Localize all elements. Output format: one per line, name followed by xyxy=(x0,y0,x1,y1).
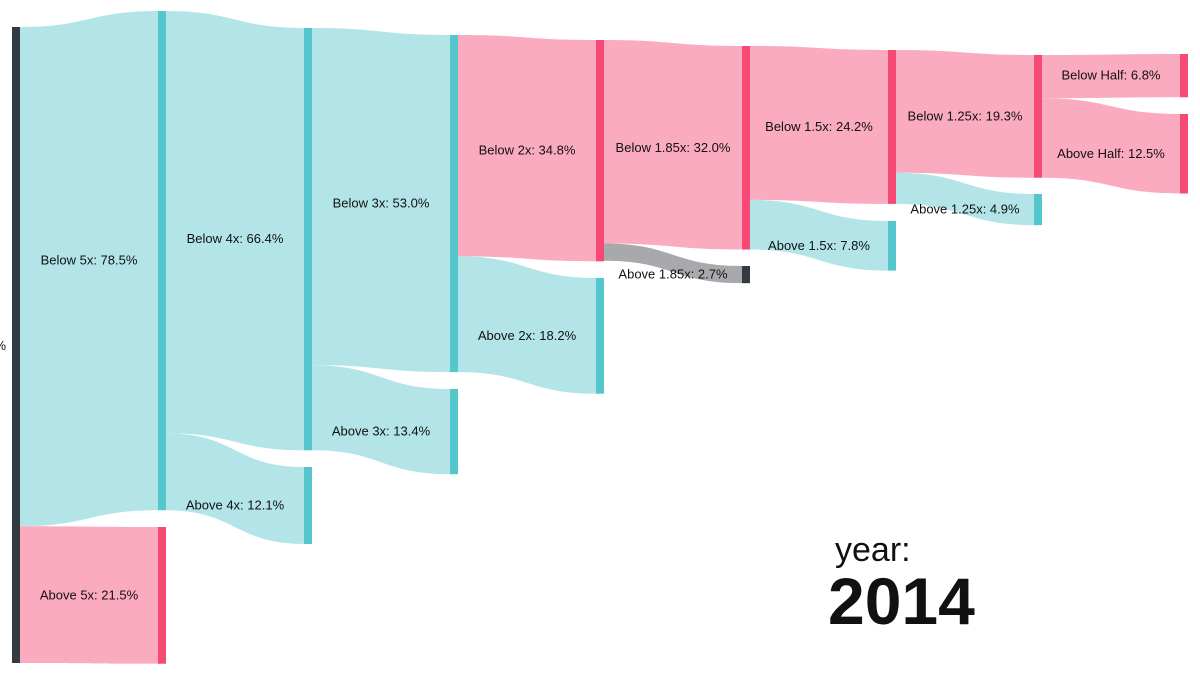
node-root xyxy=(12,27,20,663)
link-b5-to-b4 xyxy=(166,11,304,451)
label-a185: Above 1.85x: 2.7% xyxy=(618,267,728,282)
node-a15 xyxy=(888,221,896,271)
node-a125 xyxy=(1034,194,1042,226)
link-b5-to-a4 xyxy=(166,433,304,544)
node-ah xyxy=(1180,114,1188,194)
label-a3: Above 3x: 13.4% xyxy=(332,424,431,439)
label-b15: Below 1.5x: 24.2% xyxy=(765,119,873,134)
label-b3: Below 3x: 53.0% xyxy=(333,196,430,211)
label-b5: Below 5x: 78.5% xyxy=(41,253,138,268)
node-b3 xyxy=(450,35,458,373)
node-b2 xyxy=(596,40,604,262)
link-root-to-a5 xyxy=(20,526,158,664)
sankey-links xyxy=(20,11,1180,664)
node-a4 xyxy=(304,467,312,544)
label-b4: Below 4x: 66.4% xyxy=(187,231,284,246)
link-b4-to-a3 xyxy=(312,365,450,475)
label-a15: Above 1.5x: 7.8% xyxy=(768,238,870,253)
node-b4 xyxy=(304,28,312,451)
label-bh: Below Half: 6.8% xyxy=(1062,68,1161,83)
link-b125-to-bh xyxy=(1042,54,1180,99)
label-a2: Above 2x: 18.2% xyxy=(478,328,577,343)
link-b2-to-b185 xyxy=(604,40,742,250)
node-a185 xyxy=(742,266,750,284)
node-b125 xyxy=(1034,55,1042,178)
link-root-to-b5 xyxy=(20,11,158,527)
link-b3-to-a2 xyxy=(458,256,596,394)
node-b15 xyxy=(888,50,896,204)
link-b15-to-a125 xyxy=(896,172,1034,226)
node-b5 xyxy=(158,11,166,511)
label-a125: Above 1.25x: 4.9% xyxy=(910,202,1020,217)
label-b185: Below 1.85x: 32.0% xyxy=(616,140,731,155)
link-b3-to-b2 xyxy=(458,35,596,262)
link-b125-to-ah xyxy=(1042,98,1180,194)
sankey-labels: Below 5x: 78.5% Above 5x: 21.5% Below 4x: … xyxy=(0,68,1165,603)
year-value: 2014 xyxy=(828,564,975,638)
label-ah: Above Half: 12.5% xyxy=(1057,146,1165,161)
label-b125: Below 1.25x: 19.3% xyxy=(908,108,1023,123)
link-b185-to-b15 xyxy=(750,46,888,204)
label-b2: Below 2x: 34.8% xyxy=(479,143,576,158)
year-caption: year: xyxy=(835,531,911,569)
link-b4-to-b3 xyxy=(312,28,450,373)
node-a5 xyxy=(158,527,166,664)
node-b185 xyxy=(742,46,750,250)
label-root: % xyxy=(0,338,6,353)
node-bh xyxy=(1180,54,1188,98)
sankey-nodes xyxy=(12,11,1188,664)
label-a4: Above 4x: 12.1% xyxy=(186,497,285,512)
node-a2 xyxy=(596,278,604,394)
link-b2-to-a185 xyxy=(604,243,742,284)
node-a3 xyxy=(450,389,458,475)
link-b15-to-b125 xyxy=(896,50,1034,178)
label-a5: Above 5x: 21.5% xyxy=(40,587,139,602)
link-b185-to-a15 xyxy=(750,199,888,271)
